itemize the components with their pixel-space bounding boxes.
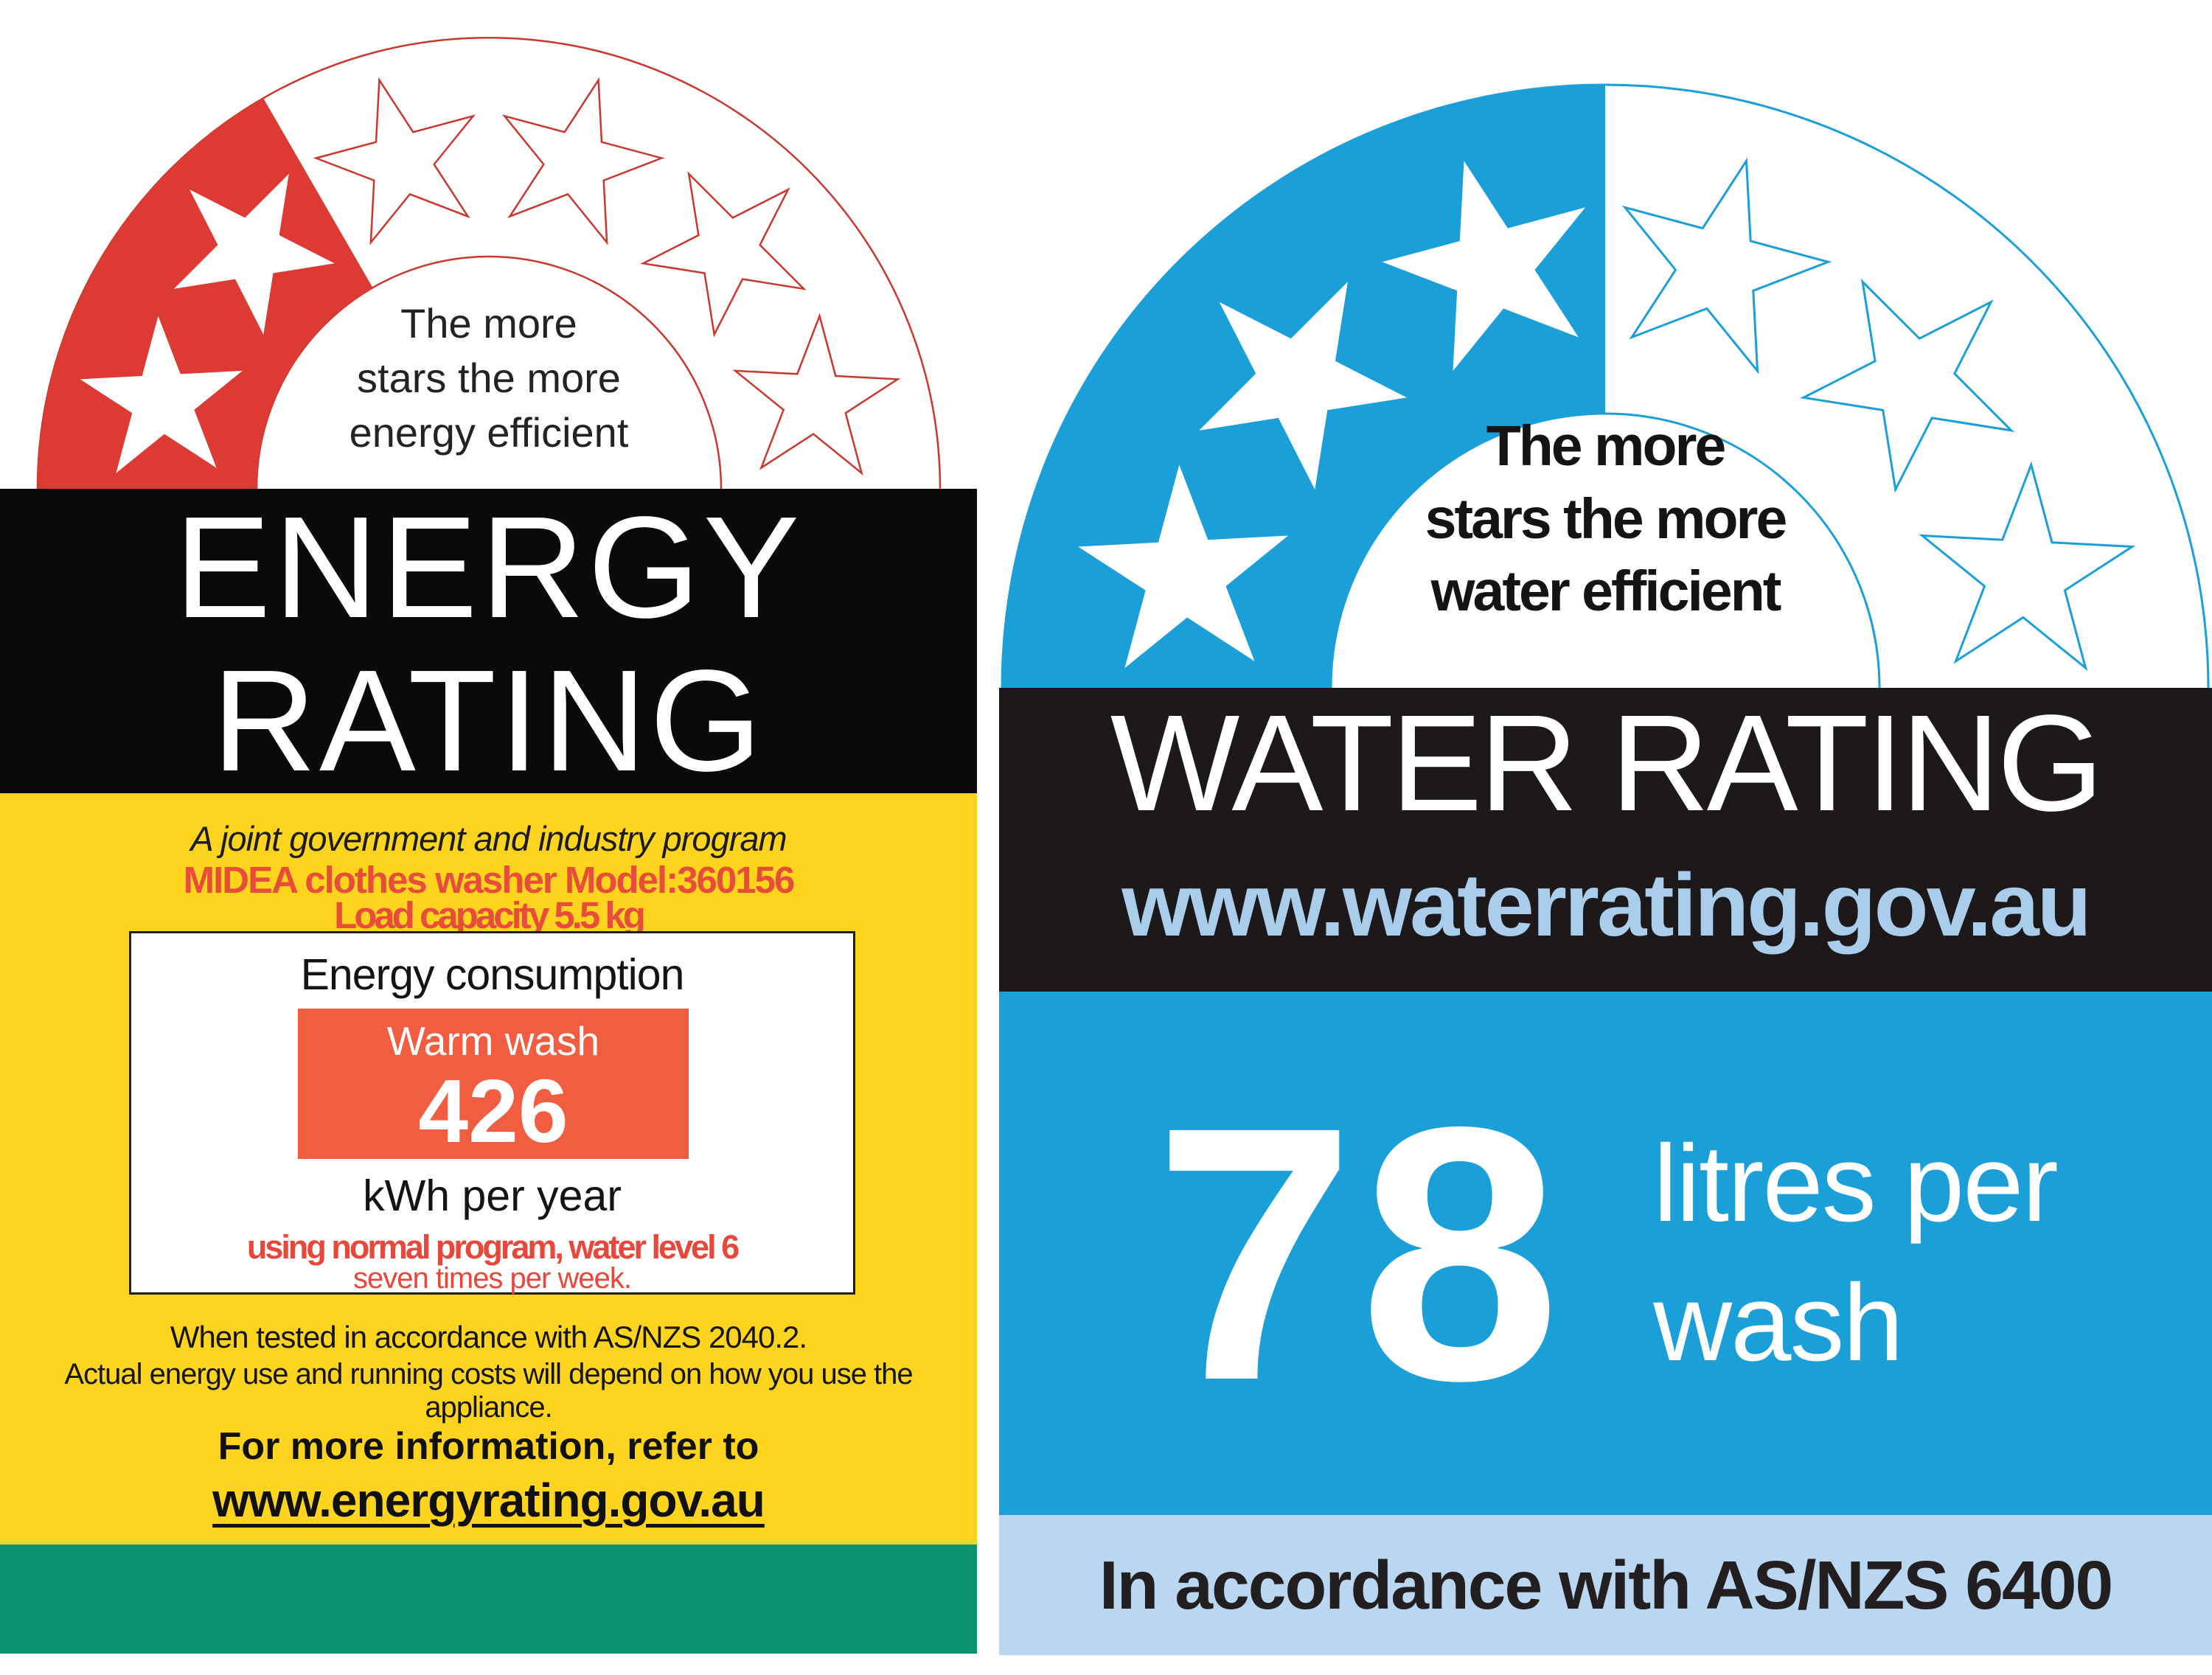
water-tagline: The more stars the more water efficient [1273, 410, 1937, 628]
energy-title-line-1: ENERGY [174, 487, 803, 648]
filled-star-icon [80, 316, 243, 473]
litres-per-wash-value: 78 [1154, 1051, 1565, 1455]
program-note: A joint government and industry program [190, 819, 787, 858]
disclaimer-line-1: When tested in accordance with AS/NZS 20… [170, 1320, 807, 1354]
water-rating-label: The more stars the more water efficient … [999, 0, 2212, 1655]
water-tagline-line: water efficient [1430, 560, 1782, 624]
more-info-text: For more information, refer to [218, 1425, 759, 1468]
water-title-band: WATER RATING www.waterrating.gov.au [999, 688, 2212, 992]
energy-stars-arch [36, 36, 942, 489]
water-tagline-line: The more [1486, 414, 1727, 478]
water-unit-line: wash [1653, 1262, 1904, 1384]
water-body-section: 78 litres per wash [999, 992, 2212, 1515]
water-footer-band: In accordance with AS/NZS 6400 [999, 1515, 2212, 1655]
outline-star-icon [640, 171, 807, 338]
water-tagline-line: stars the more [1425, 487, 1788, 551]
water-rating-url-link[interactable]: www.waterrating.gov.au [1121, 854, 2091, 955]
outline-star-icon [732, 313, 901, 476]
energy-consumption-value: 426 [418, 1061, 568, 1161]
energy-tagline: The more stars the more energy efficient [231, 296, 747, 460]
water-outer-arc [1001, 83, 2210, 688]
outline-star-icon [1621, 157, 1832, 375]
energy-tagline-line: energy efficient [349, 408, 629, 456]
test-condition-line-1: using normal program, water level 6 [246, 1228, 740, 1266]
filled-star-icon [1199, 282, 1407, 490]
energy-unit-label: kWh per year [363, 1171, 622, 1220]
filled-star-icon [1382, 161, 1586, 372]
energy-inner-circle [255, 255, 723, 489]
litres-per-wash-unit: litres per wash [1653, 1114, 2059, 1393]
filled-star-icon [1078, 464, 1289, 669]
energy-rating-label: The more stars the more energy efficient… [0, 0, 977, 1654]
wash-mode-label: Warm wash [386, 1018, 600, 1064]
water-stars-arch [1001, 83, 2210, 688]
capacity-line: Load capacity 5.5 kg [334, 894, 646, 936]
water-inner-circle [1329, 412, 1881, 688]
consumption-heading: Energy consumption [300, 950, 685, 999]
outline-star-icon [501, 77, 665, 245]
energy-tagline-line: stars the more [357, 354, 621, 401]
energy-green-footer [0, 1545, 977, 1654]
outline-star-icon [1800, 278, 2015, 493]
water-unit-line: litres per [1653, 1122, 2059, 1244]
energy-consumption-box: Energy consumption Warm wash 426 kWh per… [129, 931, 855, 1295]
disclaimer-line-2: Actual energy use and running costs will… [64, 1358, 913, 1424]
energy-tagline-line: The more [400, 300, 577, 347]
energy-title-line-2: RATING [212, 639, 765, 801]
test-condition-line-2: seven times per week. [353, 1262, 632, 1295]
energy-rating-url-link[interactable]: www.energyrating.gov.au [212, 1474, 765, 1527]
warm-wash-value-box: Warm wash 426 [298, 1009, 689, 1159]
outline-star-icon [1919, 461, 2136, 672]
model-line: MIDEA clothes washer Model:360156 [183, 859, 796, 901]
outline-star-icon [313, 77, 476, 245]
water-title: WATER RATING [1110, 687, 2104, 840]
water-standard-text: In accordance with AS/NZS 6400 [1099, 1547, 2113, 1623]
energy-title-band: ENERGY RATING [0, 487, 977, 801]
filled-star-icon [173, 173, 335, 335]
energy-body-section: A joint government and industry program … [0, 793, 977, 1545]
